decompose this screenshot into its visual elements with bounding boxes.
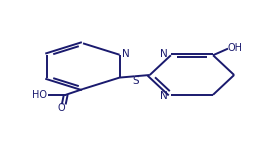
Text: N: N [160, 91, 168, 101]
Text: HO: HO [32, 90, 47, 100]
Text: O: O [58, 103, 65, 113]
Text: N: N [160, 49, 168, 59]
Text: S: S [132, 76, 139, 86]
Text: OH: OH [227, 43, 242, 53]
Text: N: N [122, 49, 130, 59]
